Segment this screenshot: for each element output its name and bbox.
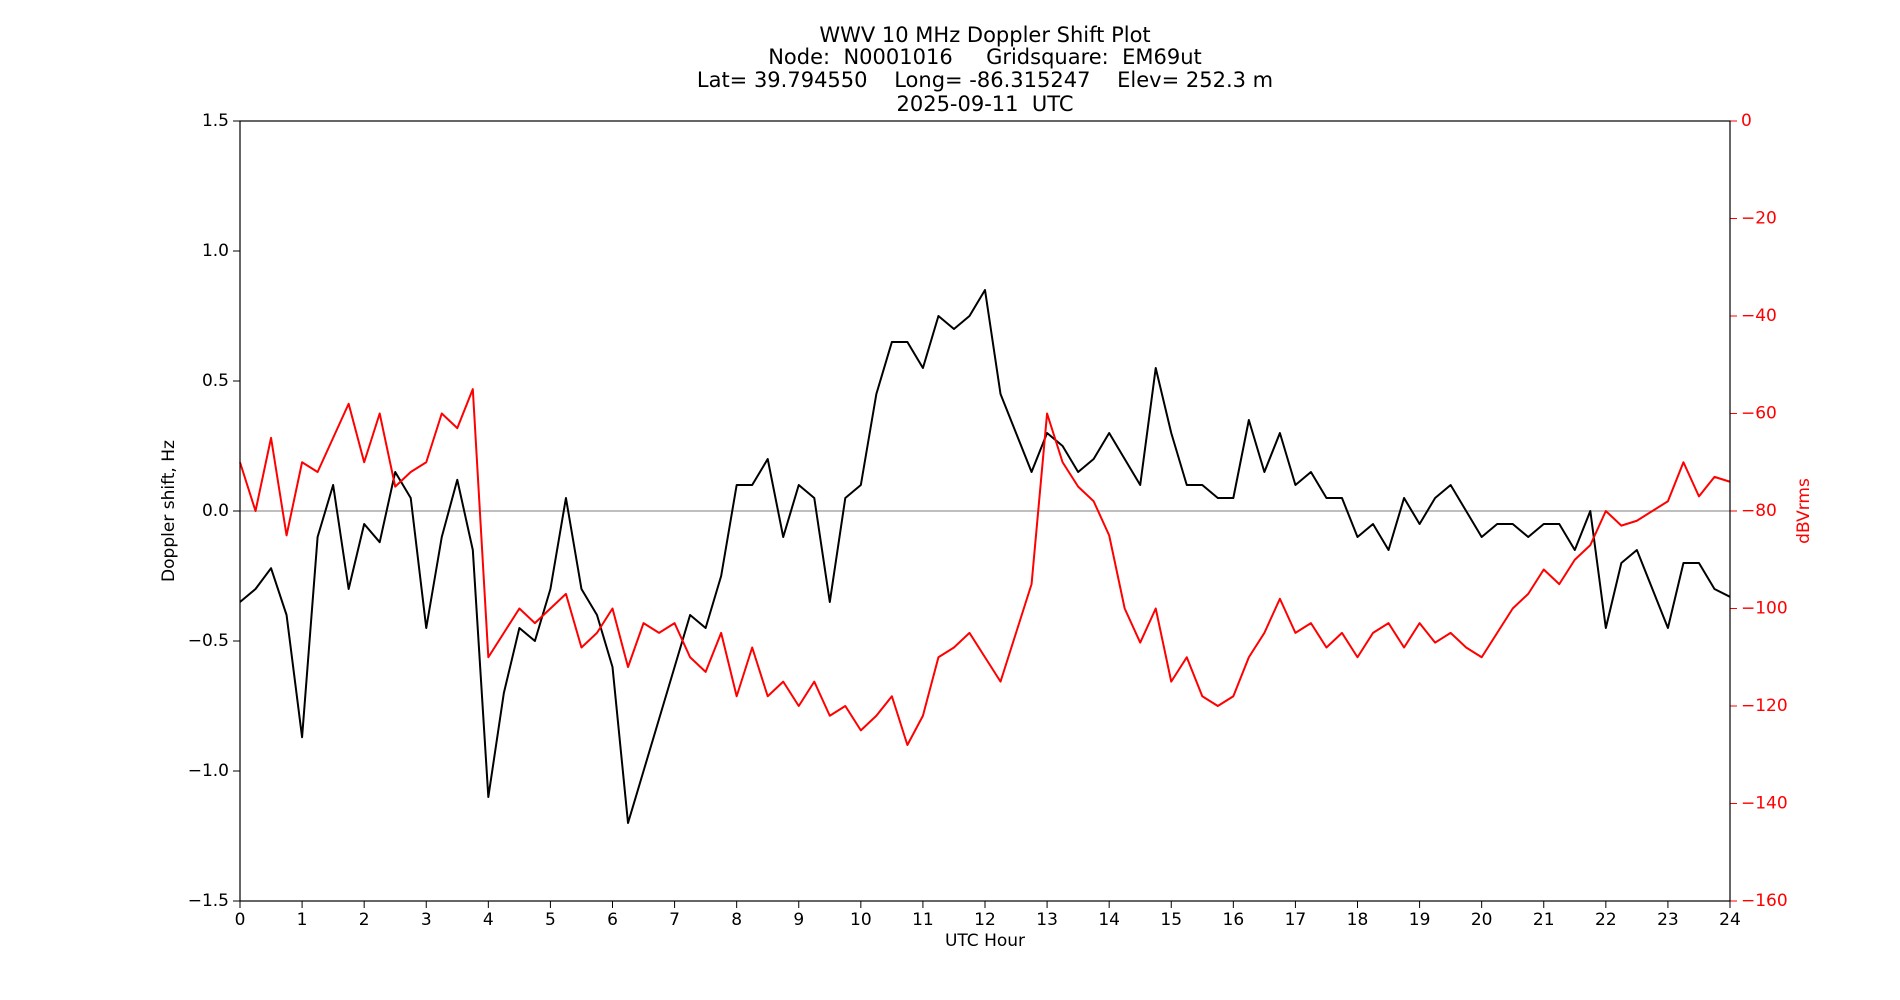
x-tick-label: 24 xyxy=(1719,910,1741,930)
y2-tick-label: −160 xyxy=(1741,891,1788,911)
x-tick-label: 12 xyxy=(974,910,996,930)
y-tick-label: 0.5 xyxy=(202,371,229,391)
y2-axis-label: dBVrms xyxy=(1794,478,1814,544)
x-tick-label: 20 xyxy=(1471,910,1493,930)
y-tick-label: 0.0 xyxy=(202,501,229,521)
x-tick-label: 3 xyxy=(421,910,432,930)
y-tick-label: −0.5 xyxy=(188,631,229,651)
chart-title: WWV 10 MHz Doppler Shift Plot xyxy=(819,23,1150,47)
x-tick-label: 16 xyxy=(1223,910,1245,930)
plot-frame xyxy=(239,120,1731,902)
chart-subtitle: Lat= 39.794550 Long= -86.315247 Elev= 25… xyxy=(697,68,1273,92)
y2-tick-label: −140 xyxy=(1741,794,1788,814)
y-tick-label: 1.0 xyxy=(202,241,229,261)
x-axis-label: UTC Hour xyxy=(945,931,1025,951)
y2-tick-label: −120 xyxy=(1741,696,1788,716)
y-tick-label: −1.0 xyxy=(188,761,229,781)
chart-subtitle: 2025-09-11 UTC xyxy=(896,92,1073,116)
x-tick-label: 14 xyxy=(1098,910,1120,930)
y2-tick-label: −60 xyxy=(1741,404,1777,424)
y2-tick-label: −80 xyxy=(1741,501,1777,521)
x-tick-label: 9 xyxy=(793,910,804,930)
data-line xyxy=(239,388,1731,746)
y-tick-label: −1.5 xyxy=(188,891,229,911)
x-tick-label: 0 xyxy=(235,910,246,930)
y2-tick-label: −20 xyxy=(1741,209,1777,229)
y2-tick-label: −100 xyxy=(1741,599,1788,619)
y-axis-label: Doppler shift, Hz xyxy=(159,440,179,582)
x-tick-label: 2 xyxy=(359,910,370,930)
x-tick-label: 22 xyxy=(1595,910,1617,930)
y2-tick-label: −40 xyxy=(1741,306,1777,326)
x-tick-label: 11 xyxy=(912,910,934,930)
x-tick-label: 8 xyxy=(731,910,742,930)
x-tick-label: 5 xyxy=(545,910,556,930)
data-line xyxy=(239,289,1731,824)
x-tick-label: 7 xyxy=(669,910,680,930)
x-tick-label: 4 xyxy=(483,910,494,930)
x-tick-label: 6 xyxy=(607,910,618,930)
y-tick-label: 1.5 xyxy=(202,111,229,131)
x-tick-label: 1 xyxy=(297,910,308,930)
x-tick-label: 17 xyxy=(1285,910,1307,930)
chart-subtitle: Node: N0001016 Gridsquare: EM69ut xyxy=(768,45,1202,69)
x-tick-label: 15 xyxy=(1160,910,1182,930)
y2-tick-label: 0 xyxy=(1741,111,1752,131)
x-tick-label: 19 xyxy=(1409,910,1431,930)
x-tick-label: 13 xyxy=(1036,910,1058,930)
x-tick-label: 18 xyxy=(1347,910,1369,930)
x-tick-label: 10 xyxy=(850,910,872,930)
x-tick-label: 21 xyxy=(1533,910,1555,930)
x-tick-label: 23 xyxy=(1657,910,1679,930)
